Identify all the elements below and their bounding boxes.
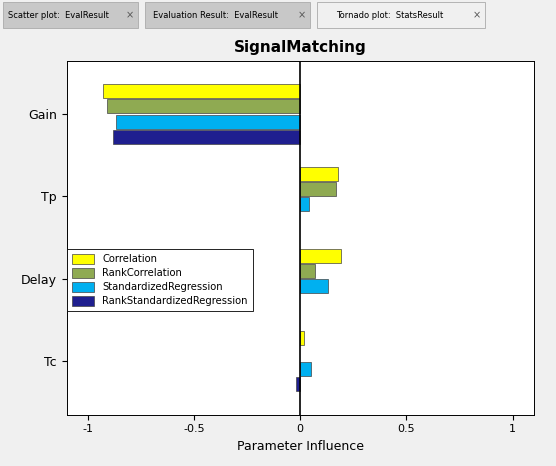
Bar	[300, 362, 311, 376]
X-axis label: Parameter Influence: Parameter Influence	[237, 440, 364, 453]
Bar	[300, 280, 328, 294]
Bar	[116, 115, 300, 129]
Bar	[300, 249, 341, 263]
Bar	[107, 100, 300, 114]
Bar	[300, 264, 315, 278]
Bar	[300, 182, 336, 196]
Text: ×: ×	[298, 10, 306, 20]
Text: ×: ×	[473, 10, 481, 20]
Bar	[103, 84, 300, 98]
Text: Scatter plot:  EvalResult: Scatter plot: EvalResult	[8, 11, 109, 20]
Bar	[300, 197, 309, 211]
Bar	[300, 167, 339, 181]
Bar	[300, 331, 305, 345]
Text: Tornado plot:  StatsResult: Tornado plot: StatsResult	[336, 11, 443, 20]
Title: SignalMatching: SignalMatching	[234, 40, 366, 55]
FancyBboxPatch shape	[145, 2, 310, 28]
Legend: Correlation, RankCorrelation, StandardizedRegression, RankStandardizedRegression: Correlation, RankCorrelation, Standardiz…	[67, 249, 252, 311]
FancyBboxPatch shape	[3, 2, 138, 28]
Bar	[113, 130, 300, 144]
Bar	[296, 377, 300, 391]
Text: Evaluation Result:  EvalResult: Evaluation Result: EvalResult	[153, 11, 278, 20]
FancyBboxPatch shape	[317, 2, 485, 28]
Text: ×: ×	[126, 10, 133, 20]
